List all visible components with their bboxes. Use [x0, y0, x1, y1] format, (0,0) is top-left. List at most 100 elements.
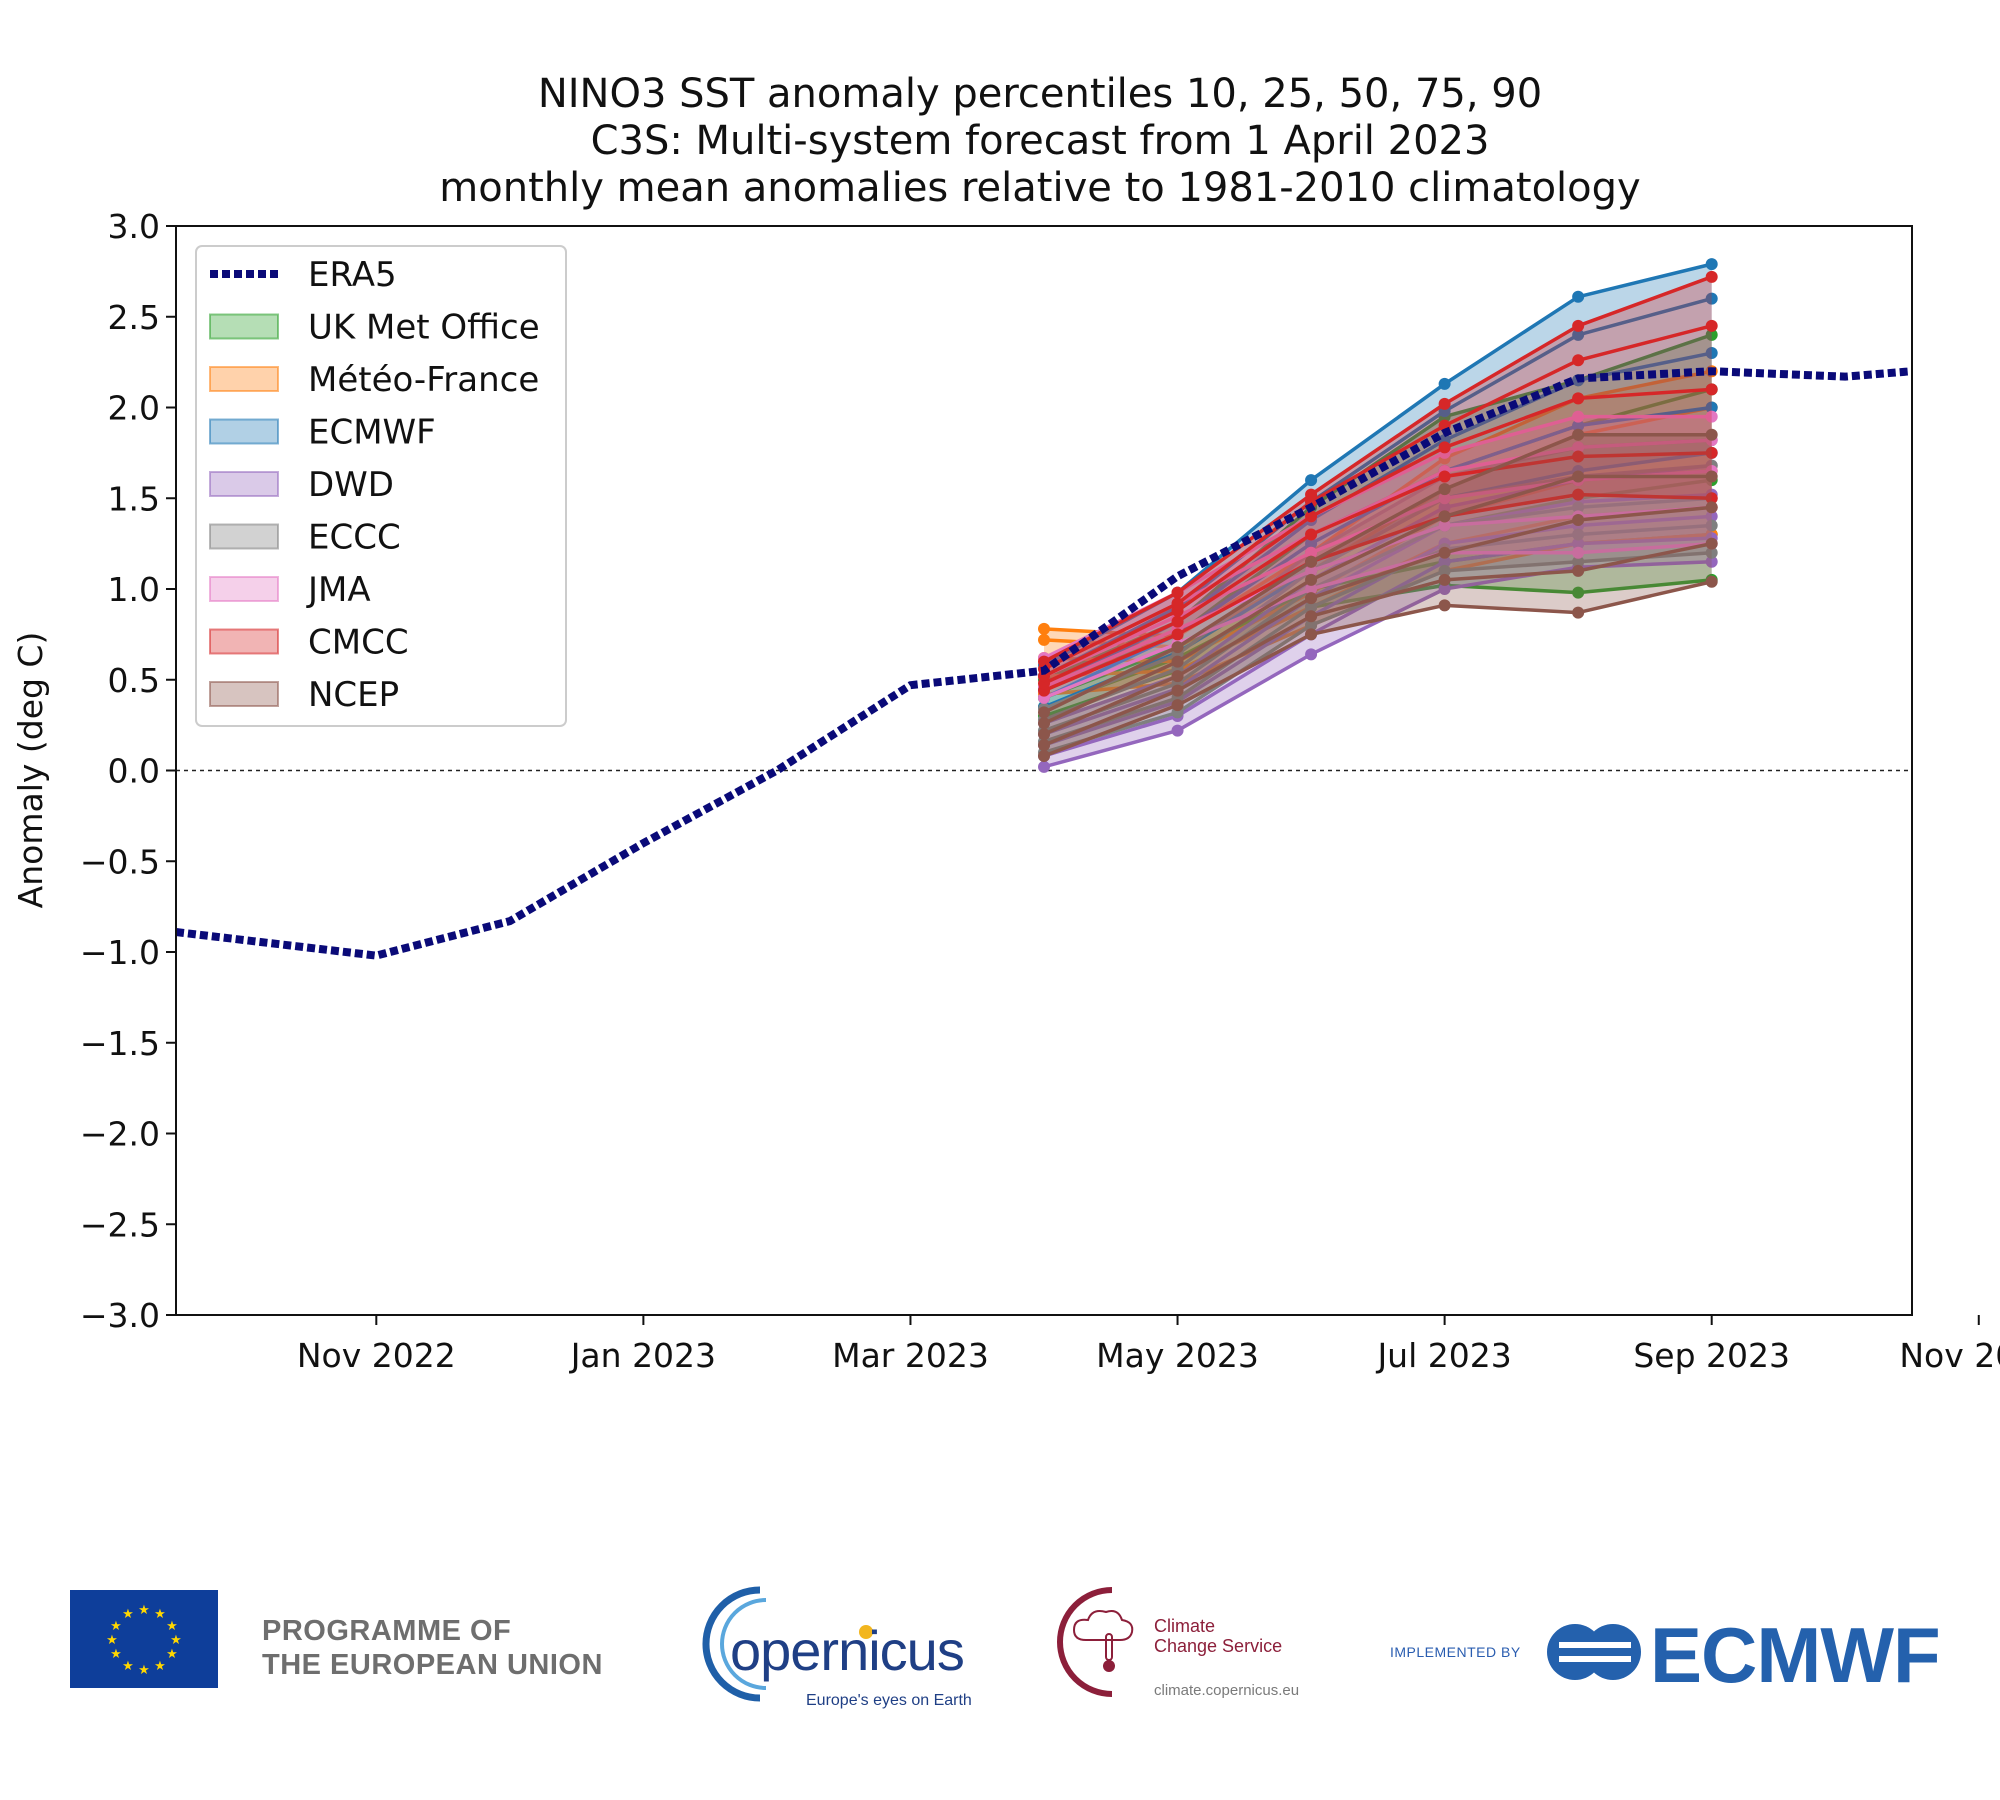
ccs-title-line-1: Climate [1154, 1616, 1216, 1636]
marker-p75 [1572, 470, 1585, 483]
marker-p25 [1305, 528, 1318, 541]
marker-p90 [1572, 319, 1585, 332]
y-tick-label: 0.0 [108, 752, 160, 791]
svg-text:★: ★ [170, 1633, 182, 1648]
marker-p25 [1705, 446, 1718, 459]
marker-p90 [1705, 328, 1718, 341]
marker-p10 [1171, 699, 1184, 712]
marker-p10 [1171, 628, 1184, 641]
marker-p75 [1572, 328, 1585, 341]
y-tick-label: 1.0 [108, 570, 160, 609]
percentile-line-p90 [1043, 432, 1712, 714]
percentile-line-p50 [1043, 387, 1712, 678]
chart-title-line-2: C3S: Multi-system forecast from 1 April … [591, 118, 1490, 164]
marker-p25 [1038, 739, 1050, 752]
x-tick-label: Jul 2023 [1375, 1336, 1511, 1375]
marker-p25 [1171, 615, 1184, 628]
percentile-line-p25 [1043, 541, 1713, 747]
eu-flag-logo: ★ ★ ★ ★ ★ ★ ★ ★ ★ ★ ★ ★ [70, 1590, 218, 1688]
implemented-by-text: IMPLEMENTED BY [1390, 1644, 1521, 1660]
marker-p90 [1038, 706, 1050, 719]
marker-p75 [1305, 573, 1318, 586]
x-tick-label: Sep 2023 [1633, 1336, 1790, 1375]
marker-p75 [1038, 633, 1050, 646]
marker-p90 [1572, 290, 1585, 303]
legend-label: UK Met Office [308, 308, 540, 348]
svg-text:★: ★ [138, 1663, 150, 1678]
marker-p90 [1438, 501, 1451, 514]
marker-p25 [1438, 470, 1451, 483]
marker-p90 [1572, 428, 1585, 441]
legend-label: ECCC [308, 518, 401, 558]
legend-swatch [209, 366, 279, 392]
y-tick-label: 1.5 [108, 479, 160, 518]
y-tick-label: −0.5 [80, 842, 160, 881]
marker-p50 [1171, 670, 1184, 683]
marker-p50 [1572, 501, 1585, 514]
marker-p10 [1038, 749, 1050, 762]
legend-box [195, 245, 567, 727]
y-tick-label: 0.5 [108, 661, 160, 700]
percentile-line-p25 [1043, 523, 1712, 744]
marker-p10 [1705, 492, 1718, 505]
legend-label: Météo-France [308, 360, 539, 400]
marker-p10 [1572, 488, 1585, 501]
chart-title-line-1: NINO3 SST anomaly percentiles 10, 25, 50… [538, 71, 1542, 117]
y-tick-label: 2.5 [108, 298, 160, 337]
marker-p10 [1438, 599, 1451, 612]
legend-label: ECMWF [308, 413, 436, 453]
marker-p90 [1171, 641, 1184, 654]
series-cmcc [1038, 270, 1718, 697]
svg-text:★: ★ [106, 1633, 118, 1648]
marker-p75 [1572, 354, 1585, 367]
chart-title-line-3: monthly mean anomalies relative to 1981-… [439, 165, 1640, 211]
ccs-title: Climate Change Service [1154, 1616, 1282, 1656]
marker-p90 [1572, 410, 1585, 423]
legend-label: DWD [308, 465, 394, 505]
marker-p25 [1572, 537, 1585, 550]
series-ncep [1038, 428, 1718, 762]
marker-p90 [1038, 622, 1050, 635]
svg-text:★: ★ [154, 1607, 166, 1622]
climate-change-service-logo: Climate Change Service climate.copernicu… [1050, 1582, 1330, 1712]
percentile-line-p75 [1043, 296, 1713, 678]
marker-p25 [1572, 450, 1585, 463]
legend-swatch [209, 523, 279, 550]
marker-p10 [1705, 575, 1718, 588]
legend-label: CMCC [308, 623, 409, 663]
marker-p50 [1438, 546, 1451, 559]
legend-label: NCEP [308, 675, 399, 715]
percentile-line-p50 [1043, 496, 1712, 733]
marker-p75 [1572, 441, 1585, 454]
marker-p90 [1705, 258, 1718, 271]
marker-p10 [1705, 555, 1718, 568]
marker-p90 [1305, 488, 1318, 501]
x-tick-label: Nov 2023 [1899, 1336, 2000, 1375]
marker-p25 [1705, 519, 1718, 532]
marker-p75 [1705, 292, 1718, 305]
marker-p25 [1705, 401, 1718, 414]
y-tick-label: −3.0 [80, 1296, 160, 1335]
marker-p10 [1705, 546, 1718, 559]
y-tick-label: −1.5 [80, 1024, 160, 1063]
marker-p10 [1305, 619, 1318, 632]
percentile-line-p10 [1043, 541, 1712, 700]
eu-text-line-2: THE EUROPEAN UNION [262, 1649, 603, 1681]
marker-p50 [1705, 383, 1718, 396]
axis-ticks: 3.0 2.5 2.0 1.5 1.0 0.5 0.0 −0.5 −1.0 −1.5 −2.0 −2.… [80, 207, 2000, 1375]
svg-text:★: ★ [122, 1659, 134, 1674]
percentile-line-p10 [1043, 492, 1712, 693]
legend-swatch [209, 418, 279, 445]
x-tick-label: Mar 2023 [832, 1336, 989, 1375]
marker-p25 [1171, 684, 1184, 697]
percentile-line-p75 [1043, 474, 1712, 725]
marker-p10 [1438, 564, 1451, 577]
marker-p90 [1438, 397, 1451, 410]
marker-p90 [1705, 270, 1718, 283]
marker-p50 [1572, 514, 1585, 527]
percentile-line-p10 [1043, 580, 1713, 758]
marker-p10 [1572, 546, 1585, 559]
marker-p25 [1438, 519, 1451, 532]
y-tick-label: 3.0 [108, 207, 160, 246]
percentile-line-p90 [1043, 275, 1713, 664]
